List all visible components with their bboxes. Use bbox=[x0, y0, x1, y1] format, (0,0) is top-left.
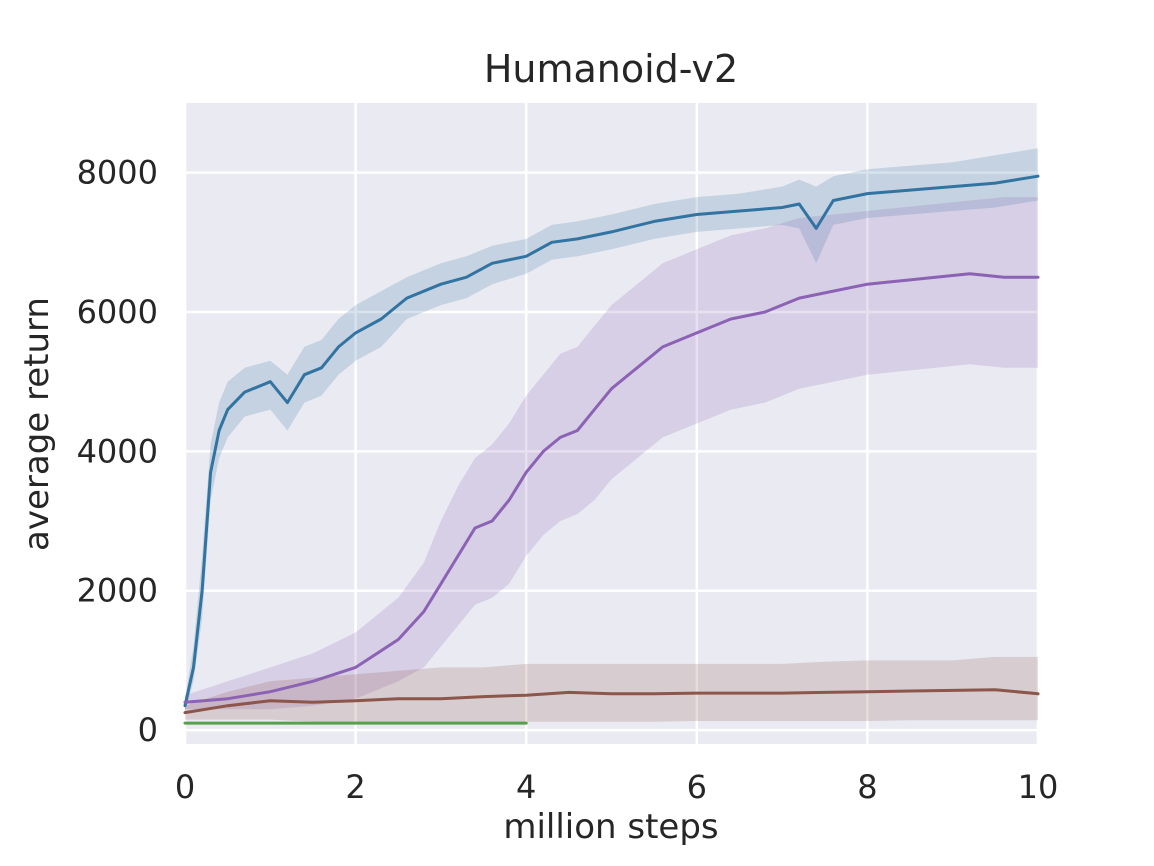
y-tick-labels: 0 2000 4000 6000 8000 bbox=[77, 154, 158, 749]
y-tick-label: 4000 bbox=[77, 432, 158, 470]
plot-background bbox=[185, 103, 1038, 744]
x-tick-label: 10 bbox=[1018, 768, 1059, 806]
x-tick-label: 8 bbox=[857, 768, 877, 806]
chart-title: Humanoid-v2 bbox=[484, 47, 738, 91]
x-tick-labels: 0 2 4 6 8 10 bbox=[175, 768, 1059, 806]
confidence-bands bbox=[185, 148, 1038, 724]
y-tick-label: 2000 bbox=[77, 572, 158, 610]
y-tick-label: 8000 bbox=[77, 154, 158, 192]
y-axis-label: average return bbox=[17, 297, 57, 551]
grid-lines bbox=[183, 103, 1040, 744]
series-line-0 bbox=[183, 174, 1040, 708]
y-tick-label: 0 bbox=[138, 711, 158, 749]
x-tick-label: 0 bbox=[175, 768, 195, 806]
series-lines bbox=[183, 174, 1040, 725]
series-line-1 bbox=[183, 272, 1040, 704]
series-line-2 bbox=[183, 688, 1040, 715]
series-band-2 bbox=[185, 656, 1038, 724]
x-tick-label: 6 bbox=[687, 768, 707, 806]
series-band-0 bbox=[185, 148, 1038, 713]
x-tick-label: 4 bbox=[516, 768, 536, 806]
x-tick-label: 2 bbox=[345, 768, 365, 806]
y-tick-label: 6000 bbox=[77, 293, 158, 331]
x-axis-label: million steps bbox=[503, 807, 718, 847]
series-band-1 bbox=[185, 197, 1038, 710]
